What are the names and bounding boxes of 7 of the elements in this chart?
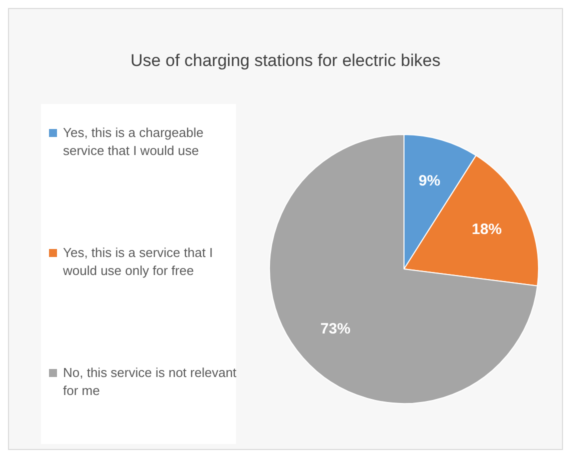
legend-label: Yes, this is a service that I would use only for free (62, 244, 214, 280)
data-label: 18% (472, 221, 502, 238)
chart-title: Use of charging stations for electric bikes (130, 51, 442, 71)
legend-label: No, this service is not relevant for me (62, 364, 238, 400)
legend-label: Yes, this is a chargeable service that I would use (62, 124, 204, 160)
data-label: 9% (418, 172, 440, 190)
data-label: 73% (320, 320, 350, 338)
